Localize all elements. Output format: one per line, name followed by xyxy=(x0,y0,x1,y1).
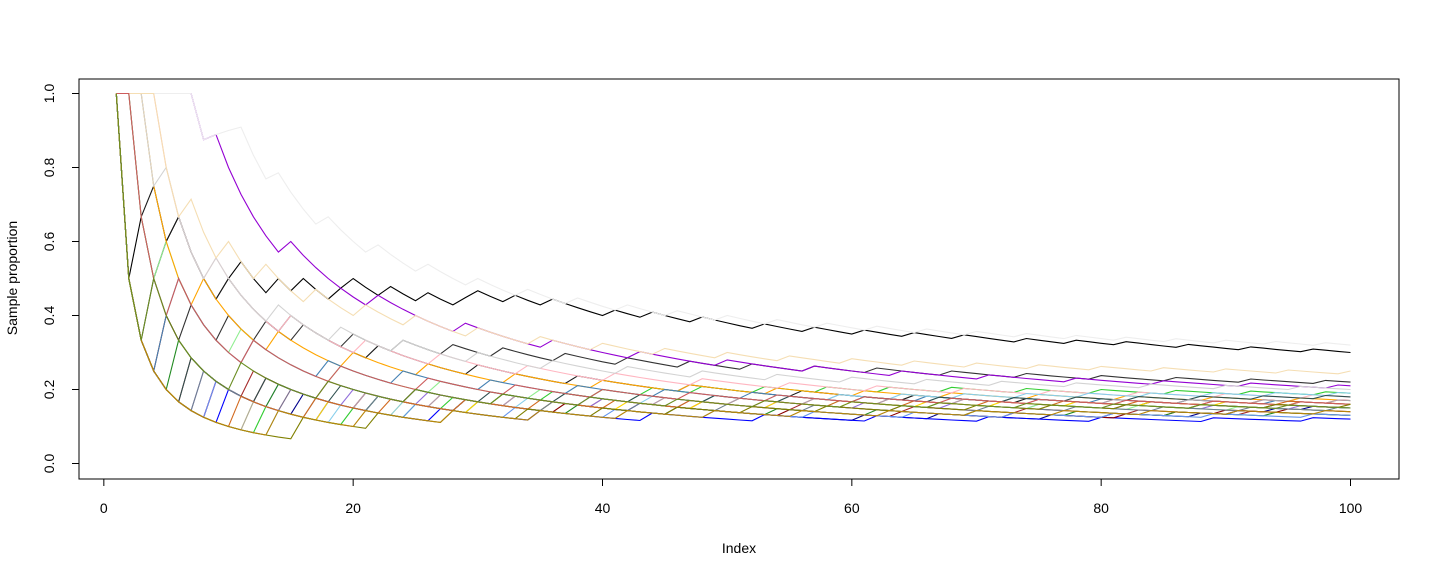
series-line-14 xyxy=(115,93,1351,431)
series-line-16 xyxy=(116,92,1351,399)
series-line-13 xyxy=(116,92,1351,402)
series-line-21 xyxy=(115,93,1351,412)
series-line-18 xyxy=(115,93,1351,436)
x-tick-label-0: 0 xyxy=(100,500,108,516)
plot-frame xyxy=(78,78,1400,480)
series-line-6 xyxy=(115,93,1351,419)
series-line-7 xyxy=(115,93,1351,416)
y-tick-label-0.8: 0.8 xyxy=(41,158,57,178)
series-line-8 xyxy=(116,92,1351,389)
series-line-28 xyxy=(115,93,1351,440)
y-tick-label-0: 0.0 xyxy=(41,454,57,474)
x-axis-label: Index xyxy=(722,540,756,556)
series-line-1 xyxy=(115,93,1351,354)
x-tick-label-100: 100 xyxy=(1339,500,1363,516)
series-line-29 xyxy=(115,93,1351,436)
series-line-26 xyxy=(115,93,1351,428)
y-tick-label-0.6: 0.6 xyxy=(41,232,57,252)
y-tick-label-0.4: 0.4 xyxy=(41,306,57,326)
series-line-17 xyxy=(115,93,1351,405)
y-tick-label-1: 1.0 xyxy=(41,84,57,104)
y-tick-label-0.2: 0.2 xyxy=(41,380,57,400)
axes-layer: 0 20 40 60 80 100 0.0 0.2 0.4 0.6 0.8 1.0 xyxy=(41,84,1362,516)
series-line-23 xyxy=(116,92,1351,391)
series-line-3 xyxy=(115,93,1351,384)
x-tick-label-40: 40 xyxy=(595,500,611,516)
series-line-27 xyxy=(116,92,1351,406)
series-line-30 xyxy=(115,93,1351,409)
series-line-20 xyxy=(115,93,1351,403)
x-tick-label-20: 20 xyxy=(345,500,361,516)
series-line-5 xyxy=(115,93,1351,424)
series-line-11 xyxy=(115,93,1351,434)
series-line-25 xyxy=(116,92,1351,375)
x-tick-label-80: 80 xyxy=(1093,500,1109,516)
series-layer xyxy=(115,92,1351,440)
series-line-4 xyxy=(115,93,1351,421)
series-line-24 xyxy=(116,92,1351,346)
series-line-22 xyxy=(115,93,1351,431)
x-tick-label-60: 60 xyxy=(844,500,860,516)
series-line-9 xyxy=(115,93,1351,412)
series-line-12 xyxy=(116,92,1351,412)
y-axis-label: Sample proportion xyxy=(4,221,20,335)
